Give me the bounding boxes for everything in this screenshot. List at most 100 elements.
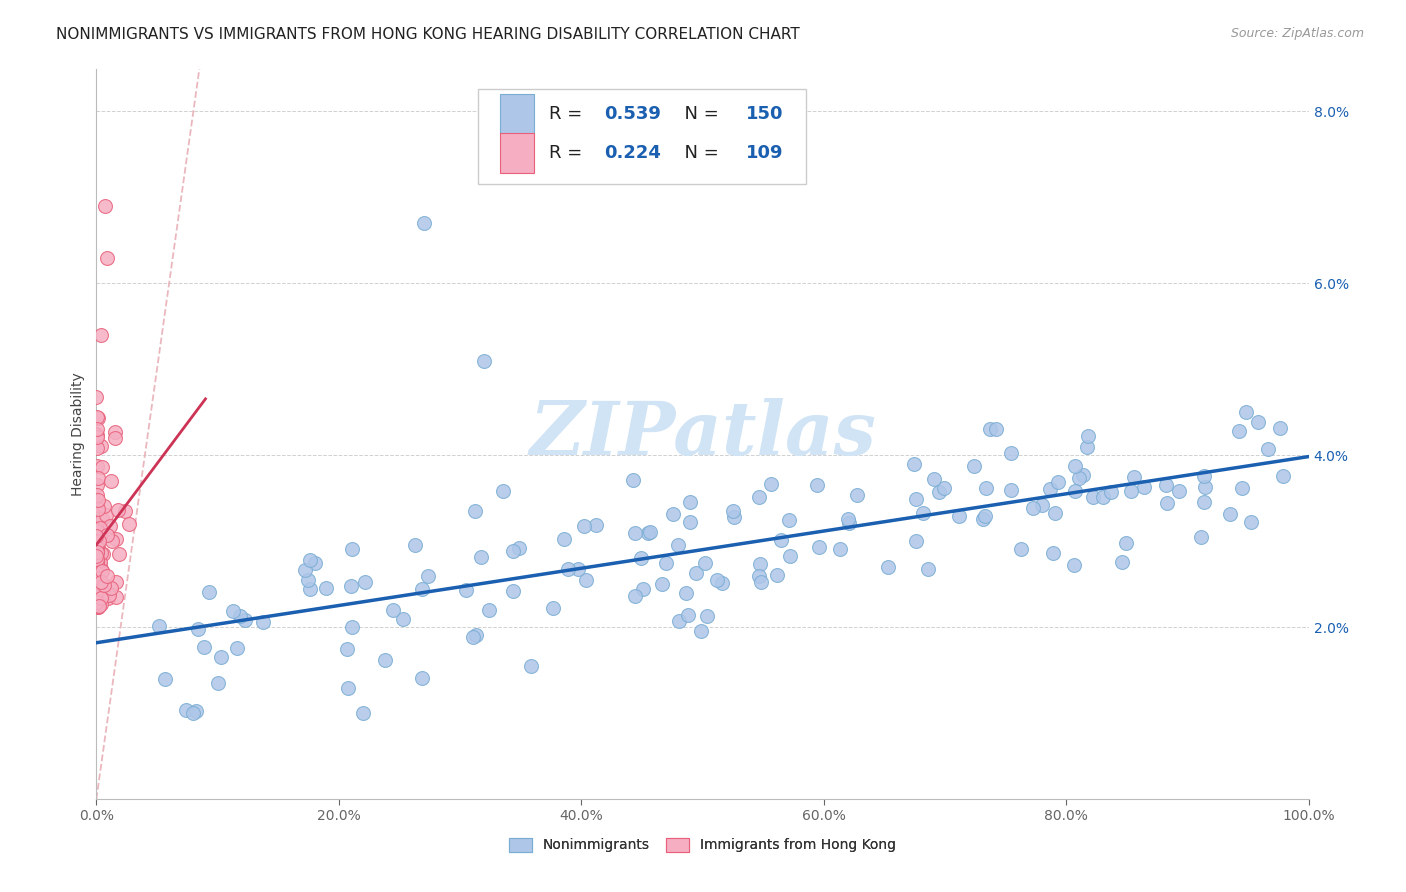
Point	[1246, 415, 1268, 429]
Point	[100, 534, 122, 549]
Point	[98, 588, 121, 602]
Point	[103, 431, 125, 445]
Point	[86, 422, 108, 436]
Point	[1038, 483, 1060, 497]
Point	[86, 547, 108, 561]
Point	[87, 585, 110, 599]
Point	[184, 705, 207, 719]
Point	[342, 620, 364, 634]
Point	[557, 562, 579, 576]
Text: R =: R =	[548, 145, 588, 162]
Point	[1156, 496, 1178, 510]
Point	[90, 546, 112, 560]
Point	[340, 541, 363, 556]
Point	[87, 582, 110, 597]
Point	[86, 566, 108, 580]
Text: 0.224: 0.224	[605, 145, 661, 162]
Point	[86, 390, 108, 404]
Point	[828, 542, 851, 557]
Point	[87, 411, 110, 425]
Point	[876, 560, 898, 574]
Point	[381, 603, 404, 617]
Point	[96, 251, 118, 265]
Point	[86, 541, 108, 555]
Point	[1063, 458, 1085, 473]
Text: N =: N =	[673, 105, 725, 123]
Point	[685, 566, 707, 581]
Point	[1031, 498, 1053, 512]
Point	[86, 577, 108, 591]
Point	[1168, 484, 1191, 499]
Point	[86, 593, 108, 607]
Point	[1022, 501, 1045, 516]
Point	[759, 476, 782, 491]
Point	[662, 507, 685, 521]
Point	[209, 650, 232, 665]
Point	[183, 706, 205, 720]
Point	[90, 328, 112, 343]
Point	[86, 515, 108, 529]
Point	[107, 503, 129, 517]
Point	[98, 519, 121, 533]
Point	[86, 591, 108, 605]
Point	[519, 658, 541, 673]
Point	[1234, 405, 1257, 419]
Point	[963, 458, 986, 473]
Point	[87, 560, 110, 574]
Point	[693, 556, 716, 570]
Point	[118, 516, 141, 531]
Point	[222, 604, 245, 618]
Point	[90, 597, 112, 611]
Point	[86, 551, 108, 566]
Point	[1272, 469, 1295, 483]
Y-axis label: Hearing Disability: Hearing Disability	[72, 372, 86, 496]
Point	[93, 499, 115, 513]
Point	[1000, 483, 1022, 497]
Point	[89, 555, 111, 569]
Point	[1076, 428, 1098, 442]
Point	[105, 574, 128, 589]
Point	[87, 600, 110, 615]
Point	[668, 614, 690, 628]
Point	[87, 471, 110, 485]
Point	[86, 565, 108, 579]
Point	[675, 586, 697, 600]
Point	[567, 561, 589, 575]
Point	[90, 564, 112, 578]
Point	[86, 502, 108, 516]
Point	[1123, 470, 1146, 484]
Point	[86, 593, 108, 607]
Point	[86, 488, 108, 502]
Point	[91, 564, 114, 578]
Point	[90, 574, 112, 589]
Point	[502, 543, 524, 558]
Point	[932, 481, 955, 495]
Point	[336, 681, 359, 695]
Legend: Nonimmigrants, Immigrants from Hong Kong: Nonimmigrants, Immigrants from Hong Kong	[503, 832, 901, 858]
Point	[478, 603, 501, 617]
Point	[696, 608, 718, 623]
Point	[104, 590, 127, 604]
Point	[1010, 541, 1032, 556]
Point	[679, 495, 702, 509]
Point	[748, 569, 770, 583]
Point	[651, 577, 673, 591]
Point	[86, 556, 108, 570]
Point	[86, 581, 108, 595]
Point	[630, 551, 652, 566]
Point	[86, 428, 108, 442]
Point	[904, 534, 927, 549]
Point	[86, 442, 108, 456]
Point	[502, 583, 524, 598]
Point	[86, 545, 108, 559]
Point	[86, 522, 108, 536]
Point	[86, 565, 108, 579]
Point	[456, 582, 478, 597]
Point	[86, 595, 108, 609]
Point	[89, 528, 111, 542]
Point	[89, 521, 111, 535]
Point	[114, 504, 136, 518]
Point	[86, 537, 108, 551]
FancyBboxPatch shape	[478, 89, 806, 184]
Point	[86, 599, 108, 614]
